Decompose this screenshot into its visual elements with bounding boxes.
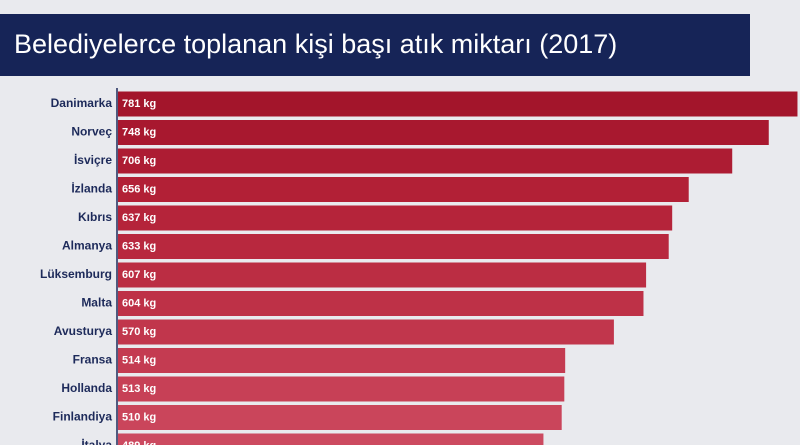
category-label: İtalya <box>81 437 112 445</box>
bar <box>118 376 565 402</box>
category-label: Kıbrıs <box>78 210 112 224</box>
value-label: 510 kg <box>122 411 156 423</box>
category-label: Hollanda <box>61 381 112 395</box>
bar <box>118 234 669 259</box>
category-label: Almanya <box>62 239 112 253</box>
value-label: 706 kg <box>122 155 156 167</box>
category-label: Fransa <box>73 353 113 367</box>
category-label: Finlandiya <box>53 410 113 424</box>
category-label: Lüksemburg <box>40 267 112 281</box>
category-label: Norveç <box>71 125 112 139</box>
value-label: 514 kg <box>122 354 156 366</box>
bar <box>118 405 562 430</box>
bar <box>118 177 689 202</box>
bar <box>118 291 644 316</box>
bar <box>118 348 566 373</box>
category-label: Malta <box>81 296 112 310</box>
bar <box>118 262 647 288</box>
value-label: 637 kg <box>122 212 156 224</box>
value-label: 604 kg <box>122 297 156 309</box>
category-label: İzlanda <box>71 181 112 196</box>
bar <box>118 120 769 145</box>
value-label: 748 kg <box>122 126 156 138</box>
value-label: 570 kg <box>122 326 156 338</box>
value-label: 633 kg <box>122 240 156 252</box>
bar <box>118 319 614 345</box>
chart-title: Belediyelerce toplanan kişi başı atık mi… <box>14 29 617 59</box>
category-label: İsviçre <box>74 152 112 167</box>
value-label: 489 kg <box>122 440 156 445</box>
value-label: 656 kg <box>122 183 156 195</box>
category-label: Avusturya <box>54 324 113 338</box>
title-band <box>0 14 750 76</box>
category-label: Danimarka <box>51 96 113 110</box>
bar <box>118 205 673 231</box>
value-label: 607 kg <box>122 269 156 281</box>
bar <box>118 148 733 174</box>
bar <box>118 91 798 117</box>
value-label: 513 kg <box>122 383 156 395</box>
bar <box>118 433 544 445</box>
value-label: 781 kg <box>122 98 156 110</box>
